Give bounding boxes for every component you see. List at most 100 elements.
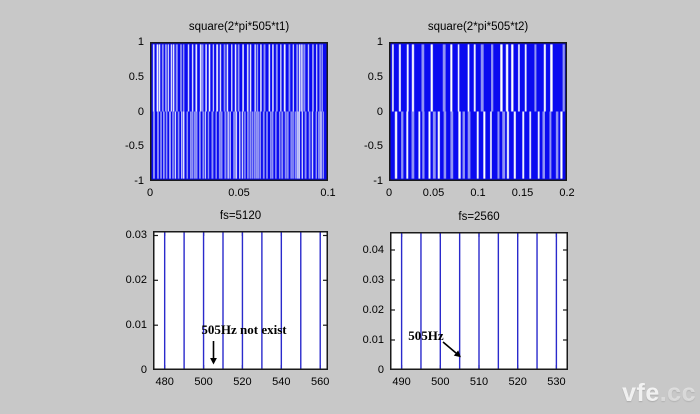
y-tick-label: 0.03 — [125, 229, 147, 242]
wave-gap-white — [226, 44, 228, 112]
wave-gap-light — [278, 111, 281, 179]
wave-gap-light — [199, 111, 201, 179]
wave-gap-white — [392, 44, 394, 112]
wave-gap-white — [395, 111, 397, 179]
x-tick-label: 0 — [146, 187, 154, 199]
wave-gap-light — [480, 44, 484, 112]
wave-gap-light — [315, 111, 318, 179]
wave-gap-light — [281, 111, 284, 179]
subplot-title-fft2: fs=2560 — [458, 211, 500, 223]
wave-gap-white — [188, 44, 189, 112]
wave-gap-white — [235, 111, 237, 179]
wave-gap-white — [500, 44, 503, 112]
wave-gap-white — [195, 44, 197, 112]
wave-gap-white — [299, 44, 301, 112]
x-tick-label: 510 — [469, 376, 489, 388]
wave-gap-light — [421, 44, 425, 112]
wave-gap-light — [292, 111, 294, 179]
wave-gap-light — [290, 111, 292, 179]
y-tick-label: 0 — [140, 364, 147, 376]
y-tick-label: 0 — [137, 105, 144, 118]
wave-gap-white — [477, 111, 479, 179]
wave-gap-light — [321, 44, 323, 112]
wave-gap-light — [462, 111, 465, 179]
x-tick-label: 0.15 — [511, 187, 534, 199]
x-tick-label: 500 — [431, 376, 450, 388]
wave-gap-light — [165, 111, 168, 179]
wave-gap-light — [303, 44, 306, 112]
subplot-title-sq1: square(2*pi*505*t1) — [188, 21, 290, 33]
wave-gap-light — [207, 111, 210, 179]
wave-gap-light — [549, 111, 552, 179]
x-tick-label: 0.1 — [470, 187, 486, 199]
wave-gap-white — [550, 44, 553, 112]
wave-gap-light — [224, 111, 227, 179]
wave-gap-light — [534, 44, 537, 112]
wave-gap-light — [442, 44, 446, 112]
plot-area-fft1 — [153, 231, 328, 370]
wave-gap-white — [412, 44, 414, 112]
wave-gap-white — [205, 44, 207, 112]
wave-gap-white — [320, 111, 322, 179]
wave-gap-light — [223, 44, 226, 112]
wave-gap-white — [438, 111, 440, 179]
x-tick-label: 520 — [508, 376, 527, 388]
x-tick-label: 560 — [311, 376, 330, 388]
wave-gap-light — [195, 111, 198, 179]
wave-gap-white — [525, 44, 527, 112]
wave-gap-light — [215, 111, 217, 179]
wave-gap-white — [284, 44, 286, 112]
x-tick-label: 500 — [194, 376, 213, 388]
axes-sq1 — [150, 42, 328, 181]
wave-gap-light — [275, 44, 278, 112]
wave-gap-white — [250, 44, 251, 112]
axes-fft2 — [390, 232, 568, 370]
wave-gap-light — [287, 111, 289, 179]
wave-gap-light — [502, 111, 506, 179]
wave-gap-light — [160, 111, 162, 179]
x-tick-label: 520 — [233, 376, 252, 388]
wave-gap-white — [171, 44, 172, 112]
y-tick-label: 0.03 — [362, 274, 384, 286]
wave-gap-light — [259, 111, 262, 179]
wave-gap-white — [458, 44, 460, 112]
wave-gap-light — [319, 44, 321, 112]
wave-gap-light — [256, 44, 259, 112]
wave-gap-white — [474, 44, 476, 112]
x-tick-label: 480 — [155, 376, 174, 388]
wave-gap-white — [227, 111, 229, 179]
wave-gap-light — [308, 111, 311, 179]
y-tick-label: 0 — [377, 364, 384, 376]
wave-gap-white — [247, 44, 249, 112]
wave-gap-light — [422, 111, 425, 179]
wave-gap-light — [180, 44, 182, 112]
y-tick-label: 0.02 — [362, 304, 384, 316]
y-tick-label: -1 — [134, 175, 144, 187]
wave-gap-white — [159, 44, 160, 112]
subplot-title-fft1: fs=5120 — [219, 210, 262, 222]
wave-gap-white — [511, 44, 514, 112]
wave-gap-light — [432, 111, 436, 179]
wave-gap-white — [239, 111, 241, 179]
annotation-arrowhead — [453, 350, 461, 358]
wave-gap-white — [430, 44, 433, 112]
x-tick-label: 490 — [392, 376, 411, 388]
y-tick-label: 0.02 — [125, 274, 147, 287]
y-tick-label: -0.5 — [125, 140, 144, 153]
wave-gap-light — [194, 111, 196, 179]
wave-gap-light — [249, 111, 252, 179]
x-tick-label: 0.05 — [228, 187, 250, 199]
wave-gap-white — [173, 44, 175, 112]
wave-gap-light — [411, 111, 415, 179]
wave-gap-light — [491, 44, 494, 112]
wave-gap-white — [220, 44, 221, 112]
wave-gap-light — [542, 111, 545, 179]
wave-gap-light — [182, 44, 185, 112]
wave-gap-white — [260, 44, 262, 112]
wave-gap-light — [284, 111, 287, 179]
wave-gap-white — [507, 111, 509, 179]
wave-gap-white — [169, 111, 171, 179]
wave-gap-light — [175, 44, 178, 112]
wave-gap-light — [218, 111, 221, 179]
y-tick-label: 0 — [376, 105, 383, 118]
